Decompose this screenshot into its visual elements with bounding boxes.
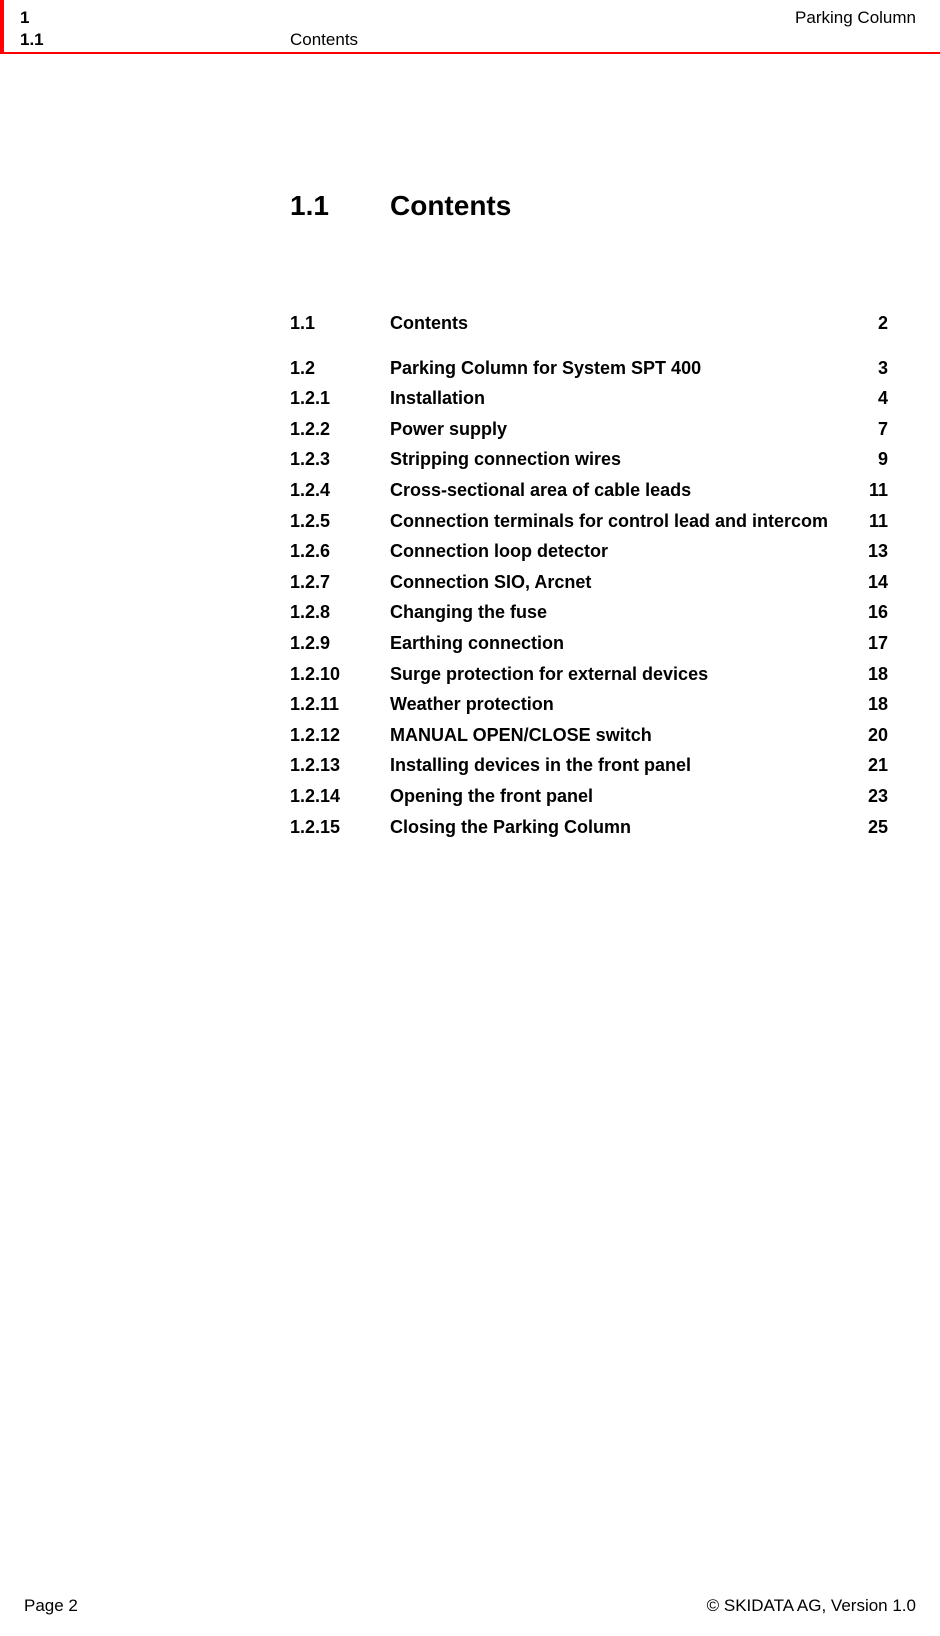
toc-entry[interactable]: 1.1Contents2 bbox=[290, 308, 888, 339]
toc-entry-title: Power supply bbox=[390, 414, 860, 445]
toc-entry-number: 1.2.10 bbox=[290, 659, 390, 690]
header-chapter-title: Parking Column bbox=[795, 8, 916, 28]
toc-entry-page: 4 bbox=[860, 383, 888, 414]
toc-entry-page: 7 bbox=[860, 414, 888, 445]
table-of-contents: 1.1Contents2 1.2Parking Column for Syste… bbox=[290, 308, 888, 842]
toc-entry-title: Parking Column for System SPT 400 bbox=[390, 353, 860, 384]
toc-group-gap bbox=[290, 339, 888, 353]
toc-entry-number: 1.2.4 bbox=[290, 475, 390, 506]
toc-entry-number: 1.2.5 bbox=[290, 506, 390, 537]
toc-entry[interactable]: 1.2.1Installation4 bbox=[290, 383, 888, 414]
toc-entry-page: 21 bbox=[860, 750, 888, 781]
footer-copyright: © SKIDATA AG, Version 1.0 bbox=[707, 1596, 916, 1616]
toc-entry-page: 11 bbox=[860, 475, 888, 506]
toc-entry-title: MANUAL OPEN/CLOSE switch bbox=[390, 720, 860, 751]
toc-entry[interactable]: 1.2.8Changing the fuse16 bbox=[290, 597, 888, 628]
toc-entry-number: 1.2.8 bbox=[290, 597, 390, 628]
toc-entry-number: 1.2.14 bbox=[290, 781, 390, 812]
toc-entry-number: 1.2.1 bbox=[290, 383, 390, 414]
toc-entry-number: 1.2 bbox=[290, 353, 390, 384]
header-section-title: Contents bbox=[290, 30, 358, 50]
toc-entry[interactable]: 1.2.11Weather protection18 bbox=[290, 689, 888, 720]
toc-entry-title: Weather protection bbox=[390, 689, 860, 720]
toc-entry-number: 1.1 bbox=[290, 308, 390, 339]
toc-entry-page: 2 bbox=[860, 308, 888, 339]
toc-entry[interactable]: 1.2.2Power supply7 bbox=[290, 414, 888, 445]
toc-entry[interactable]: 1.2.3Stripping connection wires9 bbox=[290, 444, 888, 475]
main-content: 1.1 Contents 1.1Contents2 1.2Parking Col… bbox=[290, 190, 888, 842]
toc-entry[interactable]: 1.2.13Installing devices in the front pa… bbox=[290, 750, 888, 781]
toc-entry[interactable]: 1.2.7Connection SIO, Arcnet14 bbox=[290, 567, 888, 598]
toc-entry-title: Surge protection for external devices bbox=[390, 659, 860, 690]
section-heading-title: Contents bbox=[390, 190, 511, 222]
toc-entry-title: Installing devices in the front panel bbox=[390, 750, 860, 781]
toc-entry-number: 1.2.2 bbox=[290, 414, 390, 445]
toc-entry-page: 25 bbox=[860, 812, 888, 843]
toc-entry[interactable]: 1.2Parking Column for System SPT 4003 bbox=[290, 353, 888, 384]
toc-entry[interactable]: 1.2.9Earthing connection17 bbox=[290, 628, 888, 659]
toc-entry-page: 17 bbox=[860, 628, 888, 659]
toc-entry-page: 20 bbox=[860, 720, 888, 751]
toc-entry-title: Contents bbox=[390, 308, 860, 339]
toc-entry-title: Closing the Parking Column bbox=[390, 812, 860, 843]
header-section-number: 1.1 bbox=[20, 30, 290, 50]
toc-entry-title: Opening the front panel bbox=[390, 781, 860, 812]
footer-page-number: Page 2 bbox=[24, 1596, 78, 1616]
toc-entry-page: 16 bbox=[860, 597, 888, 628]
toc-entry-page: 3 bbox=[860, 353, 888, 384]
toc-entry-number: 1.2.12 bbox=[290, 720, 390, 751]
toc-entry[interactable]: 1.2.10Surge protection for external devi… bbox=[290, 659, 888, 690]
toc-entry-page: 23 bbox=[860, 781, 888, 812]
section-heading: 1.1 Contents bbox=[290, 190, 888, 222]
toc-entry-page: 18 bbox=[860, 689, 888, 720]
toc-entry-title: Installation bbox=[390, 383, 860, 414]
toc-entry-number: 1.2.3 bbox=[290, 444, 390, 475]
toc-entry[interactable]: 1.2.12MANUAL OPEN/CLOSE switch20 bbox=[290, 720, 888, 751]
toc-entry-title: Connection loop detector bbox=[390, 536, 860, 567]
toc-entry[interactable]: 1.2.6Connection loop detector13 bbox=[290, 536, 888, 567]
toc-entry-page: 18 bbox=[860, 659, 888, 690]
toc-entry[interactable]: 1.2.14Opening the front panel23 bbox=[290, 781, 888, 812]
toc-entry-title: Connection terminals for control lead an… bbox=[390, 506, 860, 537]
toc-entry-title: Cross-sectional area of cable leads bbox=[390, 475, 860, 506]
toc-entry-number: 1.2.6 bbox=[290, 536, 390, 567]
toc-entry-page: 14 bbox=[860, 567, 888, 598]
toc-entry-page: 13 bbox=[860, 536, 888, 567]
toc-entry[interactable]: 1.2.15Closing the Parking Column25 bbox=[290, 812, 888, 843]
toc-entry-page: 9 bbox=[860, 444, 888, 475]
page-header: 1 Parking Column 1.1 Contents bbox=[0, 0, 940, 52]
toc-entry-number: 1.2.15 bbox=[290, 812, 390, 843]
toc-entry-page: 11 bbox=[860, 506, 888, 537]
toc-entry-number: 1.2.13 bbox=[290, 750, 390, 781]
toc-entry-title: Connection SIO, Arcnet bbox=[390, 567, 860, 598]
header-rule-horizontal bbox=[0, 52, 940, 54]
header-chapter-number: 1 bbox=[20, 8, 29, 28]
section-heading-number: 1.1 bbox=[290, 190, 390, 222]
toc-entry-number: 1.2.7 bbox=[290, 567, 390, 598]
toc-entry[interactable]: 1.2.4Cross-sectional area of cable leads… bbox=[290, 475, 888, 506]
toc-entry[interactable]: 1.2.5Connection terminals for control le… bbox=[290, 506, 888, 537]
toc-entry-title: Changing the fuse bbox=[390, 597, 860, 628]
toc-entry-title: Stripping connection wires bbox=[390, 444, 860, 475]
page-footer: Page 2 © SKIDATA AG, Version 1.0 bbox=[0, 1596, 940, 1616]
toc-entry-number: 1.2.11 bbox=[290, 689, 390, 720]
toc-entry-number: 1.2.9 bbox=[290, 628, 390, 659]
toc-entry-title: Earthing connection bbox=[390, 628, 860, 659]
